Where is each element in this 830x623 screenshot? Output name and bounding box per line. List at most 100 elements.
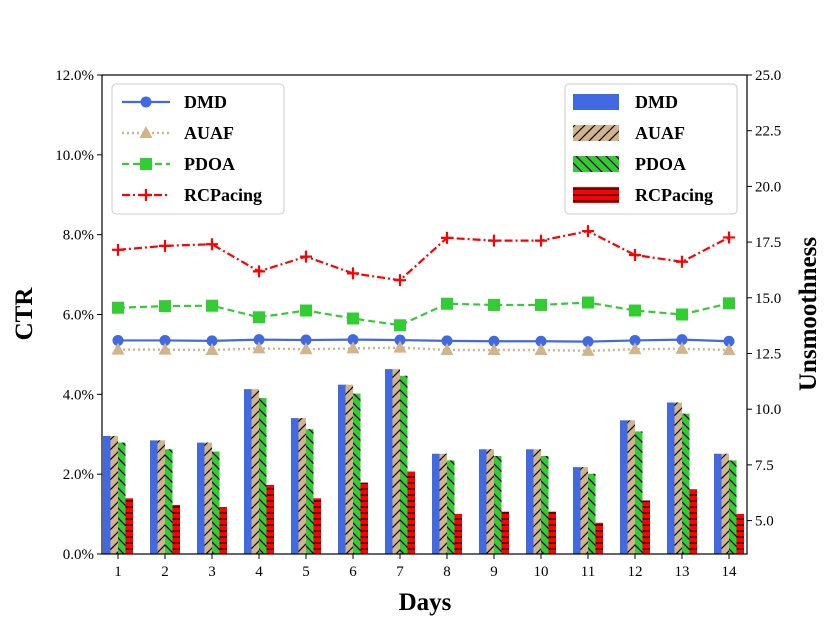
point-rcpacing-day-14	[723, 231, 735, 244]
point-pdoa-day-9	[488, 298, 500, 311]
legend-bar-label-auaf: AUAF	[635, 123, 685, 143]
bar-dmd-day-5	[291, 418, 299, 554]
point-pdoa-day-11	[582, 296, 594, 309]
point-dmd-day-1	[112, 334, 124, 346]
point-pdoa-day-14	[723, 297, 735, 310]
bar-hatch-auaf-day-5	[298, 418, 306, 554]
bar-dmd-day-11	[573, 467, 581, 554]
y-right-tick-label-7: 22.5	[755, 124, 781, 140]
x-tick-label-8: 8	[443, 564, 451, 580]
point-rcpacing-day-12	[629, 249, 641, 262]
point-rcpacing-day-4	[253, 265, 265, 278]
legend-swatch-hatch-pdoa	[573, 156, 619, 172]
point-auaf-day-12	[628, 342, 642, 355]
bar-hatch-pdoa-day-5	[306, 429, 314, 554]
bar-hatch-rcpacing-day-7	[407, 471, 415, 554]
point-pdoa-day-1	[112, 301, 124, 314]
x-tick-label-4: 4	[255, 564, 263, 580]
point-pdoa-day-8	[441, 297, 453, 310]
point-dmd-day-4	[253, 334, 265, 346]
bar-hatch-pdoa-day-10	[541, 455, 549, 554]
bar-hatch-rcpacing-day-12	[642, 500, 650, 554]
bar-hatch-auaf-day-8	[439, 453, 447, 554]
bar-hatch-pdoa-day-13	[682, 413, 690, 554]
legend-lines-frame	[111, 83, 285, 215]
legend-line-label-auaf: AUAF	[184, 123, 234, 143]
bars-layer	[103, 369, 744, 554]
x-tick-label-14: 14	[722, 564, 738, 580]
point-rcpacing-day-7	[394, 274, 406, 287]
point-rcpacing-day-6	[347, 267, 359, 280]
bar-dmd-day-4	[244, 389, 252, 554]
bar-dmd-day-2	[150, 440, 158, 554]
point-rcpacing-day-8	[441, 231, 453, 244]
bar-hatch-auaf-day-3	[204, 442, 212, 554]
y-right-tick-label-0: 5.0	[755, 514, 774, 530]
bar-hatch-rcpacing-day-13	[689, 489, 697, 554]
point-auaf-day-1	[111, 342, 125, 355]
legend-swatch-dmd	[573, 94, 619, 110]
bar-hatch-auaf-day-12	[627, 420, 635, 554]
bar-hatch-pdoa-day-3	[212, 451, 220, 554]
point-auaf-day-14	[722, 343, 736, 356]
bar-hatch-auaf-day-6	[345, 384, 353, 554]
y-left-tick-label-2: 4.0%	[63, 387, 94, 403]
point-pdoa-day-4	[253, 311, 265, 324]
point-dmd-day-9	[488, 335, 500, 347]
bar-hatch-rcpacing-day-10	[548, 511, 556, 554]
y-left-tick-label-0: 0.0%	[63, 547, 94, 563]
x-axis-label: Days	[399, 589, 452, 616]
bar-hatch-auaf-day-1	[110, 435, 118, 554]
y-right-tick-label-4: 15.0	[755, 291, 781, 307]
legend-marker-auaf	[139, 126, 153, 138]
bar-hatch-auaf-day-10	[533, 449, 541, 554]
point-dmd-day-3	[206, 335, 218, 347]
point-auaf-day-4	[252, 341, 266, 354]
point-rcpacing-day-3	[206, 238, 218, 251]
bar-dmd-day-9	[479, 449, 487, 554]
bar-dmd-day-7	[385, 369, 393, 554]
bar-hatch-rcpacing-day-3	[219, 507, 227, 554]
point-auaf-day-5	[299, 342, 313, 355]
legend-bars: DMD AUAF PDOA RCPacing	[564, 83, 738, 215]
legend-bar-label-rcpacing: RCPacing	[635, 185, 713, 205]
point-auaf-day-6	[346, 341, 360, 354]
x-tick-label-5: 5	[302, 564, 310, 580]
x-tick-label-3: 3	[208, 564, 216, 580]
y-left-tick-label-1: 2.0%	[63, 467, 94, 483]
point-pdoa-day-3	[206, 299, 218, 312]
bar-hatch-auaf-day-2	[157, 440, 165, 554]
point-auaf-day-2	[158, 342, 172, 355]
point-auaf-day-9	[487, 343, 501, 356]
axes-layer: 1 2 3 4 5 6 7 8 9 10 11 12 13 140.0%2.0%4.0%6.0%8.0%1…	[55, 68, 781, 580]
bar-hatch-pdoa-day-14	[729, 460, 737, 554]
bar-dmd-day-10	[526, 449, 534, 554]
legend-line-label-dmd: DMD	[184, 92, 227, 112]
bar-hatch-pdoa-day-7	[400, 375, 408, 554]
y-right-tick-label-1: 7.5	[755, 458, 774, 474]
bar-hatch-pdoa-day-6	[353, 393, 361, 554]
bar-dmd-day-14	[714, 453, 722, 554]
point-pdoa-day-7	[394, 319, 406, 332]
point-dmd-day-14	[723, 335, 735, 347]
bar-hatch-pdoa-day-1	[118, 442, 126, 554]
y-left-tick-label-5: 10.0%	[55, 148, 94, 164]
point-auaf-day-8	[440, 343, 454, 356]
bar-dmd-day-6	[338, 384, 346, 554]
point-rcpacing-day-5	[300, 250, 312, 263]
bar-dmd-day-1	[103, 435, 111, 554]
x-tick-label-10: 10	[534, 564, 549, 580]
bar-hatch-rcpacing-day-11	[595, 522, 603, 554]
point-dmd-day-2	[159, 334, 171, 346]
legend-swatch-hatch-rcpacing	[573, 187, 619, 203]
point-pdoa-day-5	[300, 304, 312, 317]
y-right-tick-label-2: 10.0	[755, 402, 781, 418]
x-tick-label-9: 9	[490, 564, 498, 580]
bar-hatch-pdoa-day-11	[588, 473, 596, 554]
bar-hatch-pdoa-day-2	[165, 449, 173, 554]
x-tick-label-1: 1	[114, 564, 122, 580]
legend-bars-frame	[564, 83, 738, 215]
point-pdoa-day-2	[159, 300, 171, 313]
point-auaf-day-10	[534, 343, 548, 356]
bar-hatch-pdoa-day-4	[259, 398, 267, 554]
